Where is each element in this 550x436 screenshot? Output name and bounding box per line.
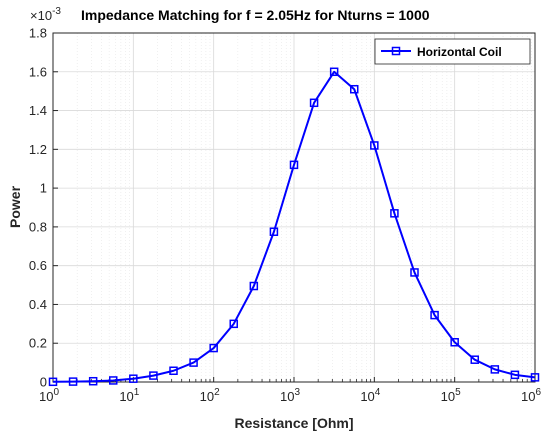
x-tick-exponent: 4 [375,387,381,398]
x-tick-labels: 100 101 102 103 104 105 106 [39,387,541,404]
x-tick-exponent: 6 [535,387,541,398]
legend-marker [391,46,401,56]
data-point [510,370,520,380]
y-tick-label: 0.8 [29,219,47,234]
x-tick-label: 104 [360,387,380,404]
data-point [229,319,238,329]
x-tick-label: 103 [280,387,300,404]
x-tick-base: 10 [39,389,53,404]
x-tick-label: 102 [200,387,220,404]
y-tick-label: 1.8 [29,26,47,41]
data-point [370,141,379,150]
x-tick-base: 10 [441,389,455,404]
x-tick-label: 100 [39,387,59,404]
data-point [309,98,319,108]
x-tick-base: 10 [119,389,133,404]
data-point [249,281,259,291]
y-tick-label: 0 [40,375,47,390]
x-tick-exponent: 5 [455,387,461,398]
y-tick-label: 1 [40,181,47,196]
x-tick-base: 10 [360,389,374,404]
x-tick-base: 10 [280,389,294,404]
x-tick-base: 10 [521,389,535,404]
x-tick-base: 10 [200,389,214,404]
legend-label: Horizontal Coil [417,45,502,59]
data-point [209,343,218,353]
data-point [530,373,540,382]
grid-major [53,33,535,382]
data-point [430,310,439,320]
data-point [129,374,138,383]
x-tick-exponent: 0 [53,387,59,398]
x-tick-exponent: 3 [294,387,300,398]
y-tick-label: 0.6 [29,258,47,273]
data-point [48,377,58,387]
data-point [269,227,279,236]
x-axis-label: Resistance [Ohm] [234,415,353,431]
legend: Horizontal Coil [374,38,531,65]
y-tick-label: 1.6 [29,64,47,79]
data-point [410,268,419,277]
series-layer [48,67,540,387]
data-point [490,365,500,374]
x-tick-label: 101 [119,387,139,404]
y-tick-label: 1.2 [29,142,47,157]
chart-title: Impedance Matching for f = 2.05Hz for Nt… [81,7,430,23]
data-point [189,358,198,367]
x-tick-exponent: 2 [214,387,220,398]
data-point [289,160,299,170]
data-point [329,67,339,77]
data-point [390,209,399,218]
y-exponent-label: ×10-3 [30,6,61,23]
y-tick-label: 0.4 [29,297,47,312]
x-tick-label: 105 [441,387,461,404]
y-axis-label: Power [7,185,23,228]
x-tick-exponent: 1 [134,387,140,398]
y-tick-labels: 0 0.2 0.4 0.6 0.8 1 1.2 1.4 1.6 1.8 [29,26,47,390]
data-point [450,338,459,347]
x-tick-label: 106 [521,387,541,404]
y-tick-label: 1.4 [29,103,47,118]
data-point [109,376,118,385]
y-exponent-power: -3 [52,6,61,17]
y-tick-label: 0.2 [29,336,47,351]
data-point [88,376,98,386]
data-point [350,84,359,94]
data-point [68,377,78,386]
data-point [169,366,178,375]
data-point [149,371,158,380]
data-point [470,355,479,364]
series-line [52,70,536,383]
